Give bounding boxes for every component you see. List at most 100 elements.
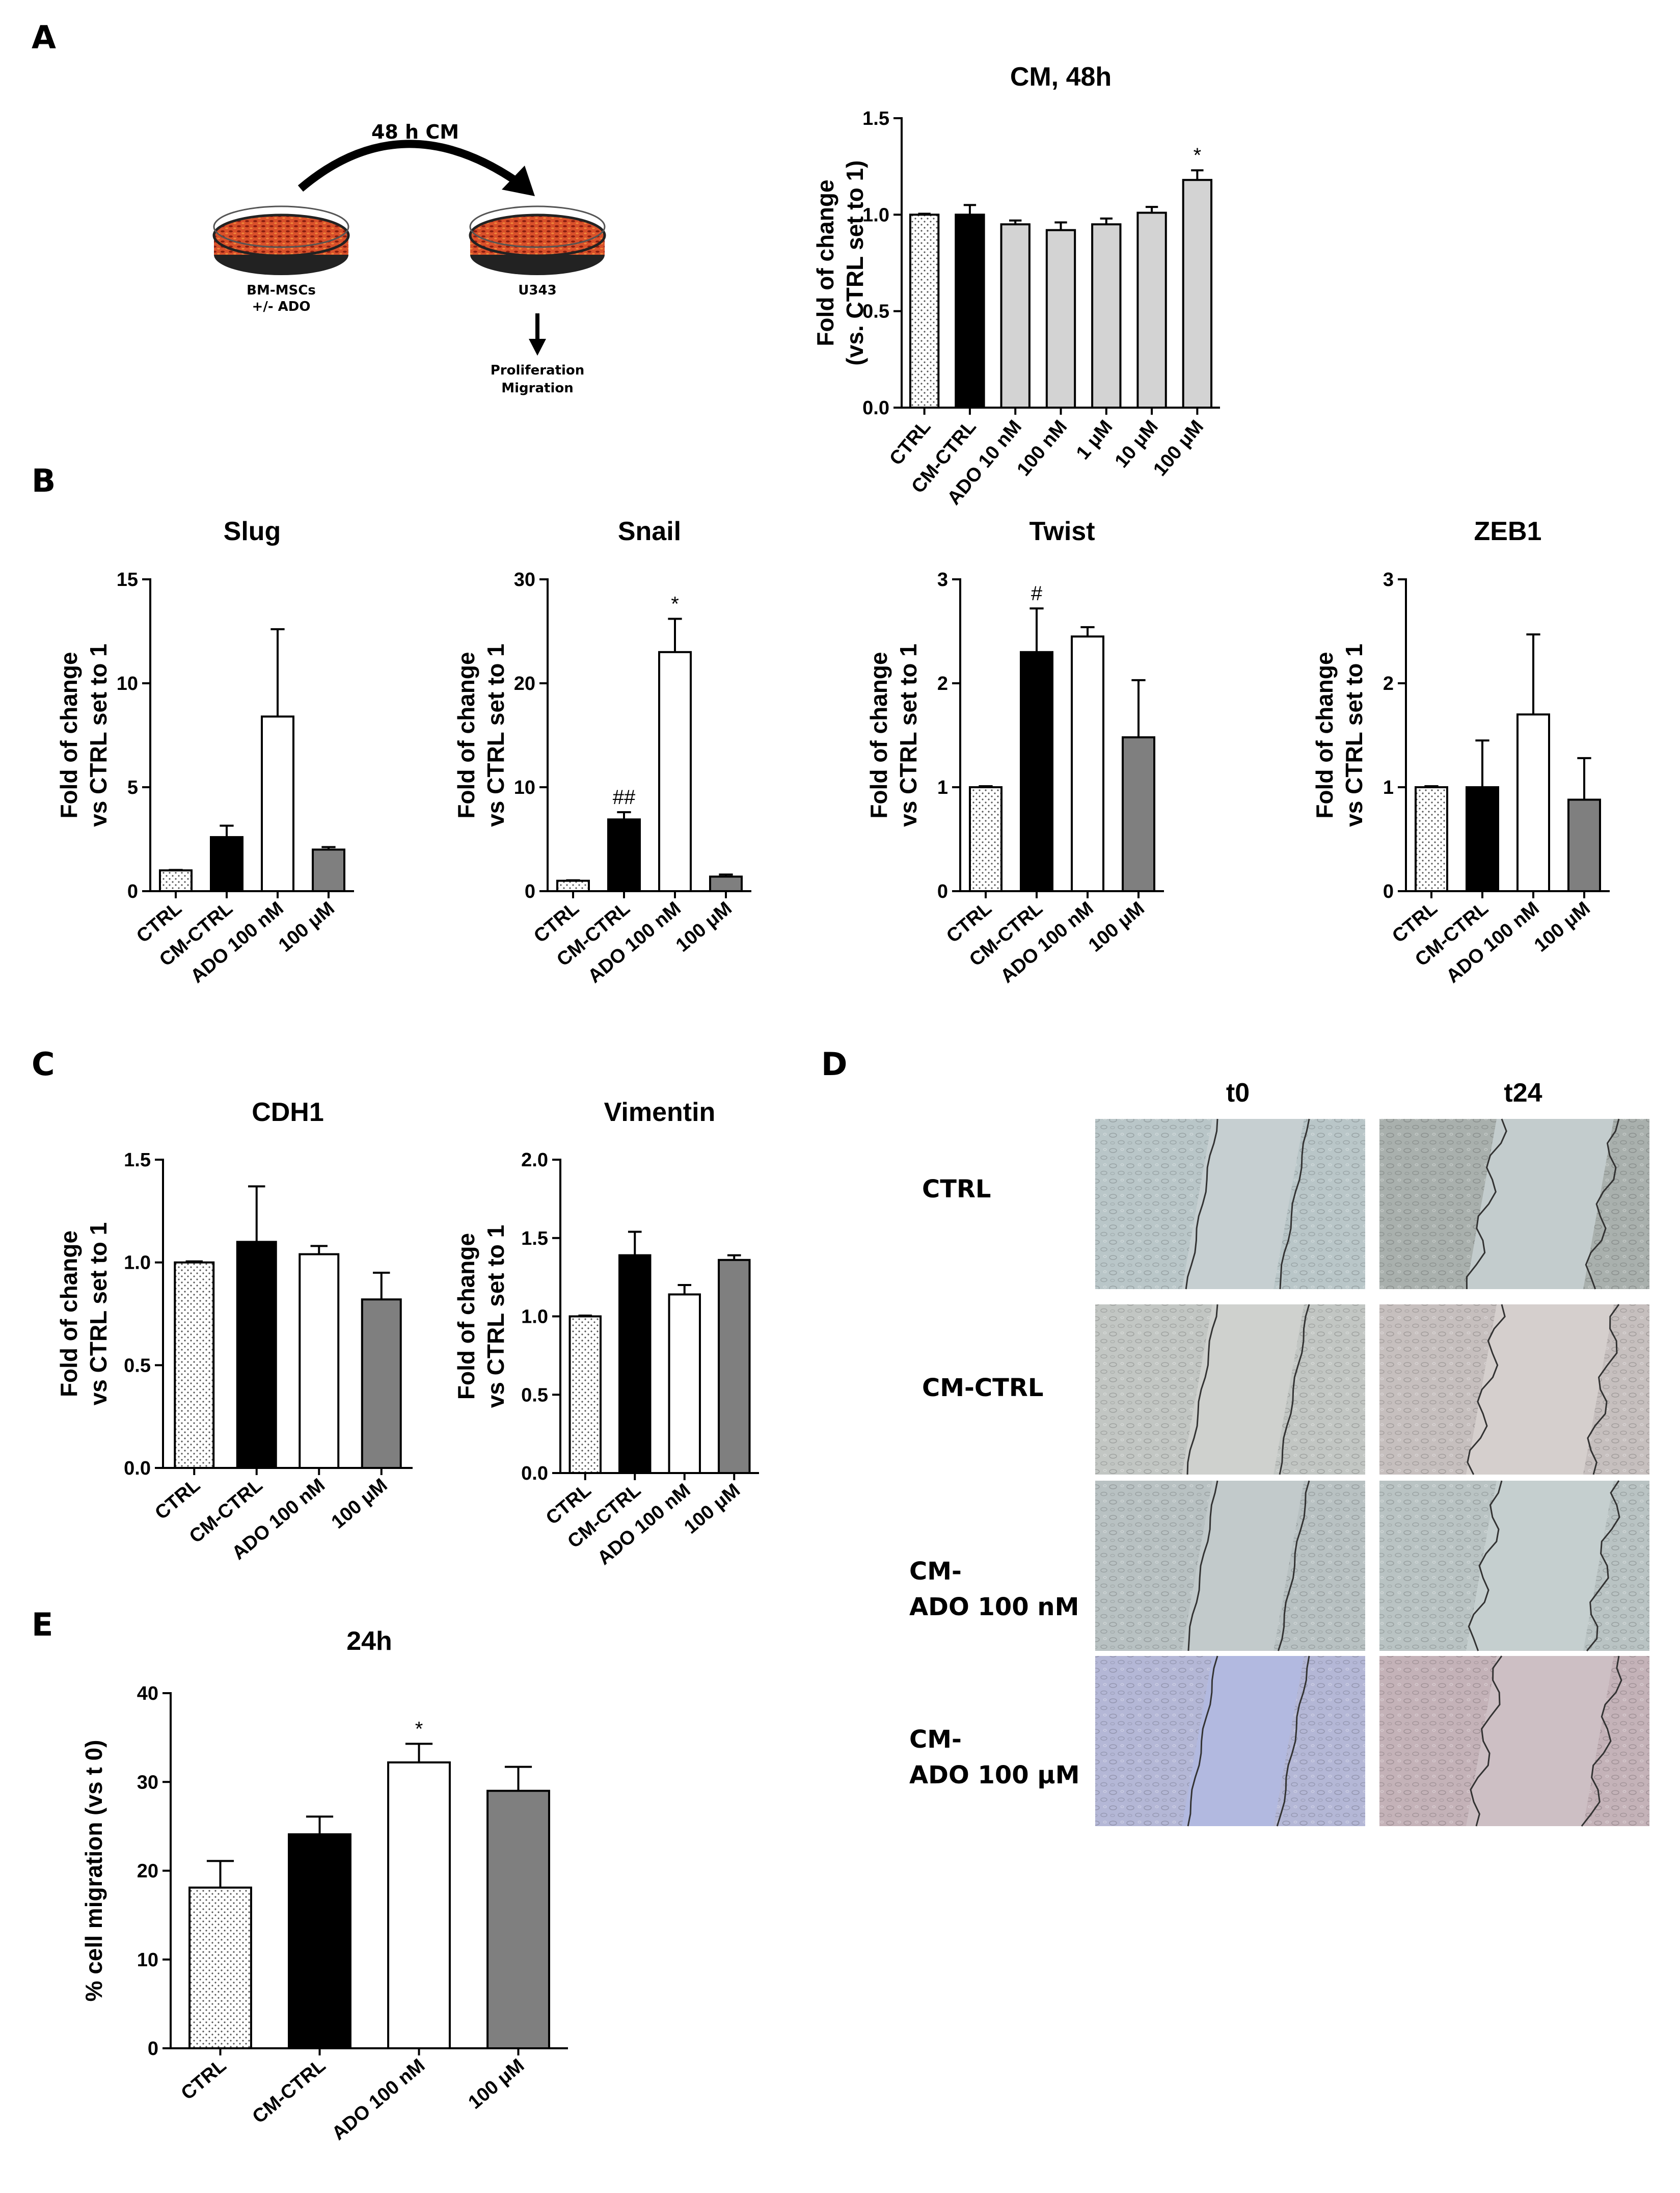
y-tick-label: 10: [137, 1949, 158, 1971]
row-label-cm-ado-um-1: CM-: [909, 1725, 962, 1754]
y-tick-label: 2: [937, 673, 948, 694]
y-tick-label: 0: [127, 881, 138, 902]
y-tick-label: 0.5: [521, 1384, 548, 1406]
chart-title: 24h: [346, 1626, 392, 1656]
y-axis-label: Fold of change: [453, 652, 479, 818]
scratch-edge-right: [1587, 1304, 1620, 1475]
bar: [1415, 786, 1448, 892]
bar: [1045, 229, 1076, 409]
y-axis-label: Fold of change: [453, 1233, 479, 1400]
bar: [1466, 786, 1499, 892]
y-tick-label: 30: [137, 1772, 158, 1793]
y-axis-label: Fold of change: [56, 652, 82, 818]
bar: [1000, 223, 1031, 409]
row-label-cm-ado-nm-1: CM-: [909, 1557, 962, 1586]
significance-marker: #: [1031, 582, 1043, 605]
readout-proliferation: Proliferation: [491, 363, 585, 378]
bar: [288, 1833, 351, 2050]
y-axis-label: Fold of change: [812, 179, 838, 346]
y-tick-label: 10: [514, 777, 535, 798]
bar: [236, 1241, 277, 1469]
y-axis-label: Fold of change: [1311, 652, 1338, 818]
significance-marker: *: [671, 593, 679, 616]
chart-a: CM, 48h Fold of change (vs. CTRL set to 1)…: [812, 62, 1220, 509]
bar: [361, 1298, 402, 1469]
chart-title: Vimentin: [604, 1098, 716, 1127]
y-axis-label: vs CTRL set to 1: [1341, 644, 1367, 827]
y-tick-label: 1: [937, 777, 948, 798]
row-label-cm-ado-nm-2: ADO 100 nM: [909, 1593, 1079, 1621]
y-tick-label: 1.5: [521, 1228, 548, 1249]
down-arrow-icon: [529, 339, 546, 356]
y-tick-label: 40: [137, 1683, 158, 1704]
panel-letter-e: E: [32, 1606, 53, 1643]
category-label: CTRL: [151, 1475, 204, 1524]
scratch-gap: [1466, 1119, 1614, 1289]
y-tick-label: 0: [937, 881, 948, 902]
bar: [486, 1789, 550, 2050]
y-tick-label: 20: [137, 1861, 158, 1882]
scratch-image-r3-c1: [1095, 1480, 1365, 1651]
col-label-t24: t24: [1504, 1078, 1542, 1108]
row-label-ctrl: CTRL: [922, 1175, 991, 1204]
panel-letter-b: B: [32, 462, 56, 499]
chart-title: Snail: [618, 517, 681, 546]
bar: [668, 1293, 701, 1474]
panel-letter-d: D: [821, 1046, 847, 1083]
right-dish-icon: [469, 205, 606, 275]
y-tick-label: 0.0: [521, 1463, 548, 1484]
scratch-edge-left: [1187, 1655, 1218, 1827]
chart-c1: CDH1 Fold of change vs CTRL set to 1 0.0 0.5…: [56, 1098, 413, 1564]
bar: [709, 875, 743, 892]
readout-migration: Migration: [501, 381, 573, 396]
scratch-edge-left: [1187, 1480, 1218, 1651]
bar: [1182, 179, 1213, 409]
scratch-gap: [1182, 1119, 1304, 1289]
y-axis-label: vs CTRL set to 1: [895, 644, 922, 827]
scratch-edge-right: [1585, 1118, 1620, 1290]
bar: [1122, 736, 1155, 892]
y-tick-label: 1.5: [862, 108, 889, 129]
scratch-edge-left: [1470, 1655, 1503, 1827]
chart-c2: Vimentin Fold of change vs CTRL set to 1 0.…: [453, 1098, 759, 1569]
scratch-gap: [1182, 1304, 1304, 1475]
scratch-edge-right: [1279, 1118, 1310, 1290]
significance-marker: ##: [613, 786, 636, 809]
bar: [387, 1761, 451, 2050]
curved-arrow-icon: [297, 140, 522, 192]
y-tick-label: 1: [1383, 777, 1394, 798]
scratch-edge-left: [1185, 1118, 1218, 1290]
bar: [312, 848, 345, 893]
chart-title: ZEB1: [1474, 517, 1542, 546]
bar: [159, 869, 193, 892]
scratch-edge-right: [1277, 1480, 1310, 1651]
scratch-edge-left: [1186, 1304, 1218, 1475]
category-label: 100 μM: [1530, 898, 1594, 956]
scratch-edge-right: [1276, 1655, 1310, 1827]
panel-letter-c: C: [32, 1046, 55, 1083]
scratch-gap: [1182, 1656, 1304, 1826]
bar: [1091, 223, 1122, 409]
bar: [607, 818, 641, 892]
bar: [568, 1315, 602, 1474]
bar: [556, 879, 590, 892]
y-axis-label: vs CTRL set to 1: [85, 1222, 112, 1406]
category-label: CTRL: [177, 2055, 231, 2104]
panel-letter-a: A: [32, 19, 56, 56]
bar: [299, 1253, 340, 1469]
y-tick-label: 1.0: [521, 1306, 548, 1328]
y-axis-label: vs CTRL set to 1: [482, 1225, 509, 1408]
panel-d-scratch-images: t0 t24 CTRL CM-CTRL CM- ADO 100 nM CM- A…: [909, 1078, 1649, 1827]
y-tick-label: 20: [514, 673, 535, 694]
bar: [1071, 635, 1104, 892]
y-tick-label: 1.5: [124, 1149, 151, 1171]
y-tick-label: 10: [117, 673, 138, 694]
y-axis-label: Fold of change: [56, 1231, 82, 1397]
scratch-edge-left: [1468, 1480, 1503, 1651]
y-tick-label: 2: [1383, 673, 1394, 694]
arrow-head-icon: [502, 166, 535, 196]
chart-b2: Snail Fold of change vs CTRL set to 1 0 10 20…: [453, 517, 751, 987]
